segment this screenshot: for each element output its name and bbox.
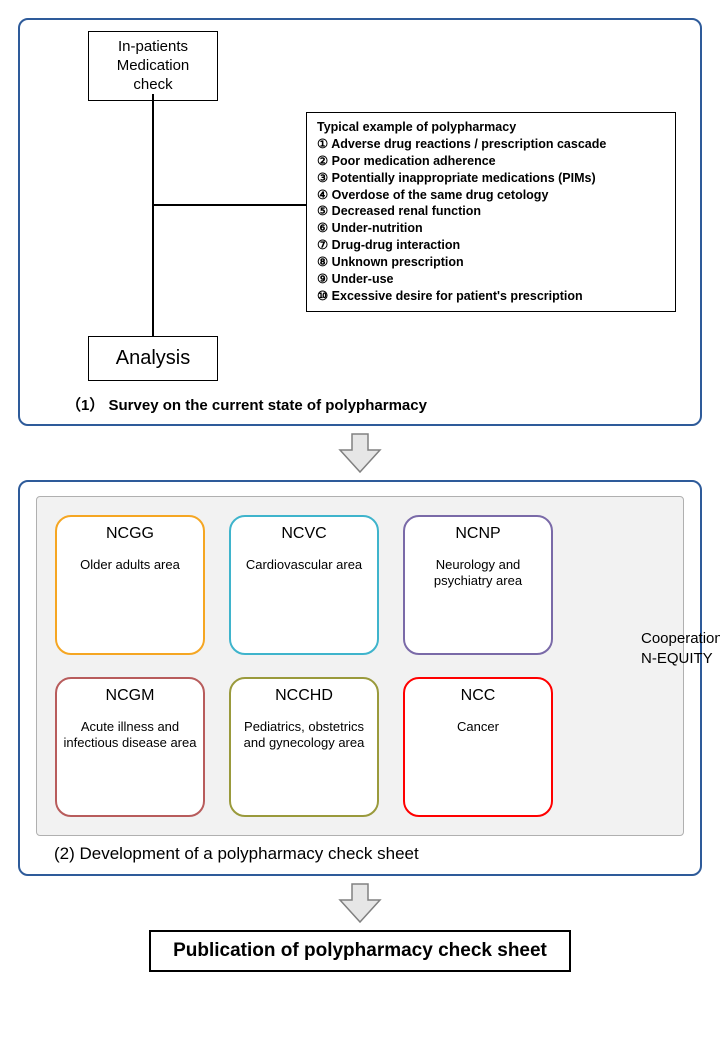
example-item: ② Poor medication adherence bbox=[317, 153, 665, 170]
cooperation-label: Cooperation of N-EQUITY bbox=[641, 629, 720, 668]
org-area: Neurology and psychiatry area bbox=[411, 557, 545, 590]
example-item: ⑧ Unknown prescription bbox=[317, 254, 665, 271]
org-area: Pediatrics, obstetrics and gynecology ar… bbox=[237, 719, 371, 752]
orgs-grid: NCGG Older adults area NCVC Cardiovascular … bbox=[55, 515, 603, 817]
org-ncvc: NCVC Cardiovascular area bbox=[229, 515, 379, 655]
example-item: ⑨ Under-use bbox=[317, 271, 665, 288]
panel1-caption: （1） Survey on the current state of polyp… bbox=[66, 394, 427, 415]
polypharmacy-examples-box: Typical example of polypharmacy ① Advers… bbox=[306, 112, 676, 312]
analysis-box: Analysis bbox=[88, 336, 218, 381]
org-ncchd: NCCHD Pediatrics, obstetrics and gynecolo… bbox=[229, 677, 379, 817]
org-abbr: NCGG bbox=[63, 525, 197, 543]
panel-development: NCGG Older adults area NCVC Cardiovascular … bbox=[18, 480, 702, 876]
org-abbr: NCGM bbox=[63, 687, 197, 705]
org-abbr: NCVC bbox=[237, 525, 371, 543]
examples-list: ① Adverse drug reactions / prescription … bbox=[317, 136, 665, 305]
org-area: Cancer bbox=[411, 719, 545, 735]
org-abbr: NCCHD bbox=[237, 687, 371, 705]
connector-hline bbox=[152, 204, 306, 206]
org-ncc: NCC Cancer bbox=[403, 677, 553, 817]
flow-area: In-patients Medication check Analysis Ty… bbox=[36, 34, 684, 414]
panel2-caption: (2) Development of a polypharmacy check … bbox=[54, 844, 684, 864]
org-area: Older adults area bbox=[63, 557, 197, 573]
connector-vline bbox=[152, 94, 154, 336]
org-abbr: NCNP bbox=[411, 525, 545, 543]
example-item: ⑤ Decreased renal function bbox=[317, 203, 665, 220]
org-abbr: NCC bbox=[411, 687, 545, 705]
org-area: Cardiovascular area bbox=[237, 557, 371, 573]
org-area: Acute illness and infectious disease are… bbox=[63, 719, 197, 752]
inpatients-box: In-patients Medication check bbox=[88, 31, 218, 101]
example-item: ① Adverse drug reactions / prescription … bbox=[317, 136, 665, 153]
orgs-container: NCGG Older adults area NCVC Cardiovascular … bbox=[36, 496, 684, 836]
org-ncgg: NCGG Older adults area bbox=[55, 515, 205, 655]
arrow-down-icon bbox=[338, 882, 382, 924]
example-item: ④ Overdose of the same drug cetology bbox=[317, 187, 665, 204]
org-ncgm: NCGM Acute illness and infectious disease… bbox=[55, 677, 205, 817]
example-item: ③ Potentially inappropriate medications … bbox=[317, 170, 665, 187]
example-item: ⑩ Excessive desire for patient's prescri… bbox=[317, 288, 665, 305]
final-publication-box: Publication of polypharmacy check sheet bbox=[149, 930, 571, 972]
org-ncnp: NCNP Neurology and psychiatry area bbox=[403, 515, 553, 655]
examples-title: Typical example of polypharmacy bbox=[317, 119, 665, 136]
example-item: ⑦ Drug-drug interaction bbox=[317, 237, 665, 254]
panel-survey: In-patients Medication check Analysis Ty… bbox=[18, 18, 702, 426]
arrow-down-icon bbox=[338, 432, 382, 474]
example-item: ⑥ Under-nutrition bbox=[317, 220, 665, 237]
